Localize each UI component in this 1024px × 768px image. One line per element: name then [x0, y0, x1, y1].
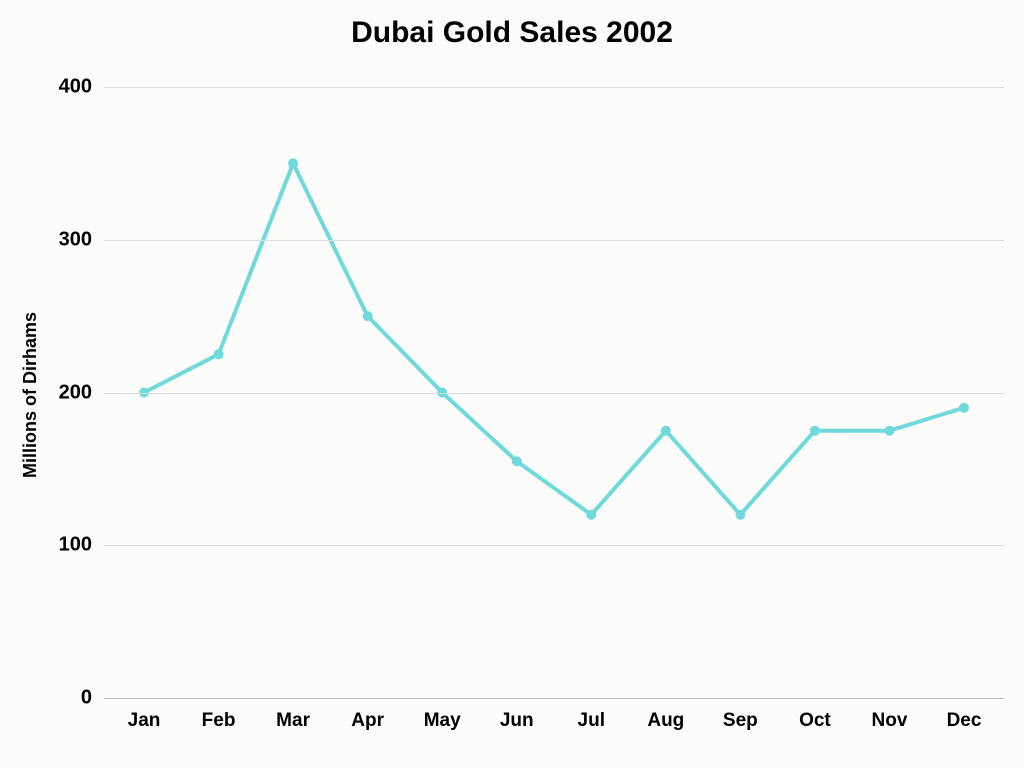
data-marker	[810, 426, 819, 435]
x-tick-label: Nov	[872, 710, 908, 732]
plot-area	[104, 87, 1004, 698]
x-tick-label: Dec	[947, 710, 982, 732]
gridline	[104, 393, 1004, 394]
chart-container: Dubai Gold Sales 2002 Millions of Dirham…	[0, 0, 1024, 768]
data-marker	[736, 510, 745, 519]
y-tick-label: 200	[32, 381, 92, 404]
y-tick-label: 100	[32, 534, 92, 557]
x-tick-label: Jun	[500, 710, 534, 732]
x-tick-label: Mar	[276, 710, 310, 732]
x-tick-label: Jul	[578, 710, 605, 732]
data-marker	[960, 403, 969, 412]
gridline	[104, 87, 1004, 88]
data-marker	[512, 457, 521, 466]
x-axis-line	[104, 698, 1004, 699]
data-marker	[587, 510, 596, 519]
data-marker	[661, 426, 670, 435]
chart-title: Dubai Gold Sales 2002	[0, 16, 1024, 50]
y-tick-label: 0	[32, 687, 92, 710]
gridline	[104, 545, 1004, 546]
x-tick-label: Sep	[723, 710, 758, 732]
data-marker	[214, 350, 223, 359]
y-tick-label: 400	[32, 76, 92, 99]
data-line	[144, 163, 964, 514]
data-marker	[289, 159, 298, 168]
x-tick-label: Jan	[128, 710, 161, 732]
data-marker	[885, 426, 894, 435]
x-tick-label: May	[424, 710, 461, 732]
gridline	[104, 240, 1004, 241]
data-marker	[363, 312, 372, 321]
y-tick-label: 300	[32, 228, 92, 251]
x-tick-label: Feb	[202, 710, 236, 732]
x-tick-label: Apr	[351, 710, 384, 732]
x-tick-label: Aug	[647, 710, 684, 732]
x-tick-label: Oct	[799, 710, 831, 732]
